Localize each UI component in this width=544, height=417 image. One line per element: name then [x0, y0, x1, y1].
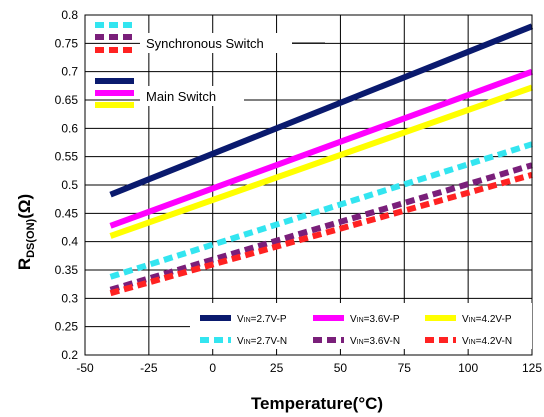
y-axis-title: RDS(ON)(Ω)	[15, 194, 37, 270]
legend-entry-label: VIN=2.7V-P	[237, 314, 287, 325]
series-lines	[109, 23, 534, 297]
plot-frame	[84, 14, 533, 356]
series-line-2-7v-n	[109, 141, 533, 280]
main-switch-label: Main Switch	[146, 89, 216, 104]
y-tick-label: 0.7	[61, 65, 78, 79]
group-legend-synchronous-label-bg	[140, 33, 292, 53]
x-axis-title: Temperature(°C)	[251, 394, 383, 413]
legend-entry-label: VIN=4.2V-N	[462, 336, 512, 347]
group-swatches	[95, 22, 325, 108]
series-line-4-2v-n	[109, 171, 533, 297]
y-tick-label: 0.45	[55, 206, 79, 220]
y-tick-label: 0.25	[55, 320, 79, 334]
group-legend: Synchronous Switch Main Switch	[95, 22, 325, 108]
y-tick-label: 0.75	[55, 36, 79, 50]
series-legend: VIN=2.7V-P VIN=3.6V-P VIN=4.2V-P VIN=2.7V-N…	[200, 314, 512, 347]
legend-entry-label: VIN=2.7V-N	[237, 336, 287, 347]
y-tick-label: 0.55	[55, 150, 79, 164]
legend-entry-label: VIN=3.6V-P	[350, 314, 400, 325]
y-tick-label: 0.3	[61, 291, 78, 305]
y-tick-label: 0.2	[61, 348, 78, 362]
series-line-3-6v-p	[109, 68, 534, 229]
x-tick-labels: -50 -25 0 25 50 75 100 125	[76, 361, 542, 375]
y-tick-label: 0.5	[61, 178, 78, 192]
y-tick-labels: 0.2 0.25 0.3 0.35 0.4 0.45 0.5 0.55 0.6 0.65 0.7 0.…	[55, 8, 79, 362]
series-legend-box	[190, 303, 532, 349]
y-axis-title-subscript: DS(ON)	[25, 218, 37, 257]
x-tick-label: -50	[76, 361, 94, 375]
x-tick-label: -25	[140, 361, 158, 375]
y-tick-label: 0.35	[55, 263, 79, 277]
series-line-3-6v-n	[109, 162, 533, 293]
legend-entry-label: VIN=3.6V-N	[350, 336, 400, 347]
series-line-2-7v-p	[109, 23, 534, 198]
x-tick-label: 0	[209, 361, 216, 375]
series-line-4-2v-p	[109, 84, 533, 239]
grid	[84, 14, 533, 356]
x-tick-label: 125	[522, 361, 542, 375]
y-tick-label: 0.8	[61, 8, 78, 22]
y-axis-title-unit: (Ω)	[15, 194, 34, 219]
y-tick-label: 0.6	[61, 121, 78, 135]
x-tick-label: 100	[458, 361, 478, 375]
y-tick-label: 0.4	[61, 235, 78, 249]
group-legend-main-label-bg	[140, 86, 244, 106]
x-tick-label: 75	[398, 361, 412, 375]
y-tick-label: 0.65	[55, 93, 79, 107]
x-tick-label: 25	[270, 361, 284, 375]
synchronous-switch-label: Synchronous Switch	[146, 36, 264, 51]
x-tick-label: 50	[334, 361, 348, 375]
y-axis-title-main: R	[15, 258, 34, 270]
legend-entry-label: VIN=4.2V-P	[462, 314, 512, 325]
